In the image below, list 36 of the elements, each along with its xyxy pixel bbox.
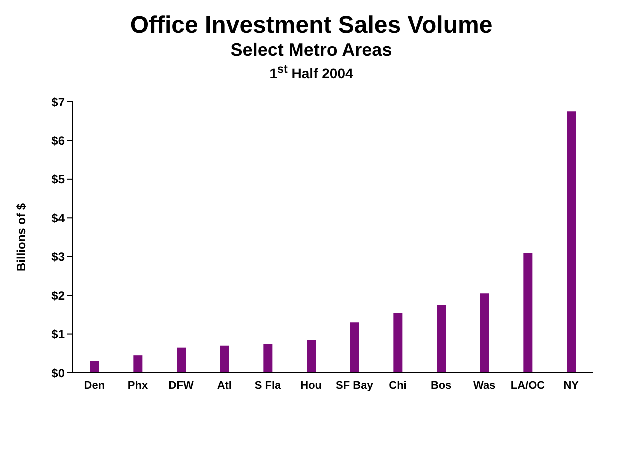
x-tick-label: DFW bbox=[168, 379, 194, 392]
bar bbox=[394, 312, 403, 373]
chart-title: Office Investment Sales Volume bbox=[129, 12, 494, 40]
bar bbox=[567, 111, 576, 373]
y-tick-label: $6 bbox=[52, 134, 66, 148]
y-tick-label: $1 bbox=[52, 327, 66, 342]
x-tick-label: LA/OC bbox=[510, 379, 546, 392]
bar bbox=[437, 304, 446, 373]
x-tick-label: NY bbox=[564, 379, 580, 392]
bar bbox=[350, 322, 360, 373]
y-tick-label: $4 bbox=[52, 211, 66, 226]
bar bbox=[220, 346, 230, 373]
x-tick-label: Was bbox=[474, 379, 496, 392]
bar bbox=[307, 340, 316, 373]
x-tick-label: S Fla bbox=[254, 379, 282, 392]
x-tick-label: SF Bay bbox=[336, 379, 374, 392]
bar bbox=[264, 344, 273, 373]
y-tick-label: $2 bbox=[52, 288, 66, 302]
chart-subtitle: Select Metro Areas bbox=[230, 40, 394, 61]
x-tick-label: Atl bbox=[217, 379, 232, 392]
x-tick-label: Bos bbox=[430, 379, 452, 392]
bar bbox=[524, 252, 533, 373]
y-tick-label: $7 bbox=[52, 94, 66, 109]
x-tick-label: Chi bbox=[389, 379, 407, 392]
bar bbox=[480, 293, 490, 373]
y-tick-label: $0 bbox=[52, 366, 66, 380]
bar bbox=[90, 361, 100, 373]
bar bbox=[177, 347, 186, 373]
y-tick-label: $3 bbox=[52, 250, 66, 264]
x-tick-label: Den bbox=[84, 379, 106, 392]
x-tick-label: Hou bbox=[300, 379, 322, 392]
x-tick-label: Phx bbox=[128, 379, 149, 392]
text: 1$^{st}$ Half 2004 bbox=[268, 63, 354, 82]
bar bbox=[134, 355, 143, 373]
y-axis-title: Billions of $ bbox=[14, 202, 28, 272]
y-tick-label: $5 bbox=[52, 172, 66, 186]
